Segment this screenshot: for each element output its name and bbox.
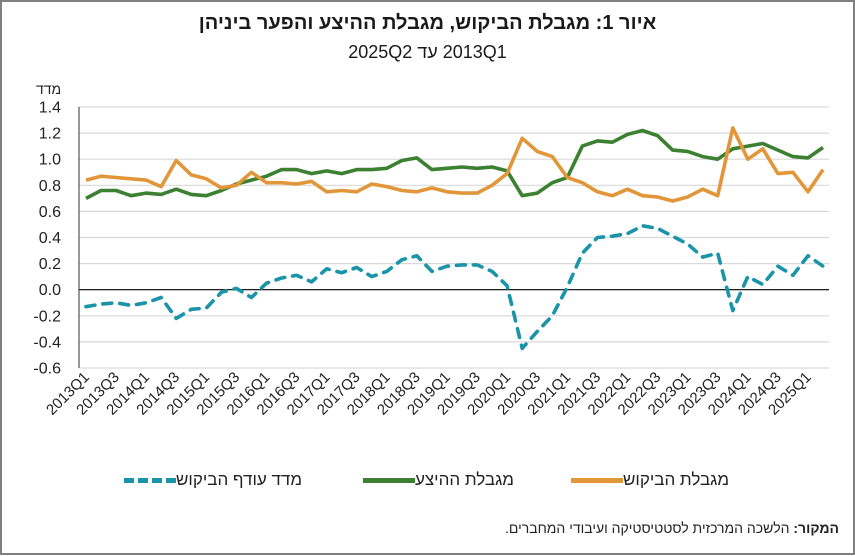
y-tick-label: 0.2 xyxy=(39,256,61,273)
y-tick-label: 0.8 xyxy=(39,178,61,195)
chart-subtitle: 2013Q1 עד 2025Q2 xyxy=(348,42,507,62)
source-text: הלשכה המרכזית לסטטיסטיקה ועיבודי המחברים… xyxy=(505,520,794,536)
y-tick-label: 0.4 xyxy=(39,230,61,247)
legend-label-excess-demand: מדד עודף הביקוש xyxy=(176,470,302,489)
gridlines xyxy=(78,106,829,369)
y-axis-label: מדד xyxy=(36,81,62,97)
legend-label-demand: מגבלת הביקוש xyxy=(623,470,730,489)
y-tick-label: 1.0 xyxy=(39,152,61,169)
y-axis-ticks: 1.4 1.2 1.0 0.8 0.6 0.4 0.2 0.0 -0.2 -0.4 -0.6 xyxy=(33,100,61,378)
y-tick-label: -0.2 xyxy=(33,308,61,325)
excess-demand-line xyxy=(84,224,825,351)
legend: מגבלת הביקוש מגבלת ההיצע מדד עודף הביקוש xyxy=(0,470,855,494)
demand-line xyxy=(85,126,825,203)
source-label: המקור: xyxy=(793,520,839,536)
y-tick-label: -0.4 xyxy=(33,334,61,351)
legend-swatch-excess-demand xyxy=(124,477,176,483)
supply-line xyxy=(85,128,825,200)
y-tick-label: 0.6 xyxy=(39,204,61,221)
y-tick-label: 1.2 xyxy=(39,126,61,143)
y-tick-label: -0.6 xyxy=(33,361,61,378)
legend-label-supply: מגבלת ההיצע xyxy=(415,470,514,489)
legend-item-excess-demand: מדד עודף הביקוש xyxy=(118,470,302,490)
y-tick-label: 0.0 xyxy=(39,282,61,299)
legend-swatch-supply xyxy=(363,477,415,483)
source-note: המקור: הלשכה המרכזית לסטטיסטיקה ועיבודי … xyxy=(505,520,839,536)
chart-title: איור 1: מגבלת הביקוש, מגבלת ההיצע והפער … xyxy=(198,12,657,34)
legend-item-demand: מגבלת הביקוש xyxy=(565,470,729,490)
series-lines xyxy=(84,126,825,351)
y-tick-label: 1.4 xyxy=(39,100,61,117)
x-axis-ticks: 2013Q12013Q32014Q12014Q32015Q12015Q32016… xyxy=(43,369,815,419)
legend-item-supply: מגבלת ההיצע xyxy=(357,470,514,490)
legend-swatch-demand xyxy=(571,477,623,483)
